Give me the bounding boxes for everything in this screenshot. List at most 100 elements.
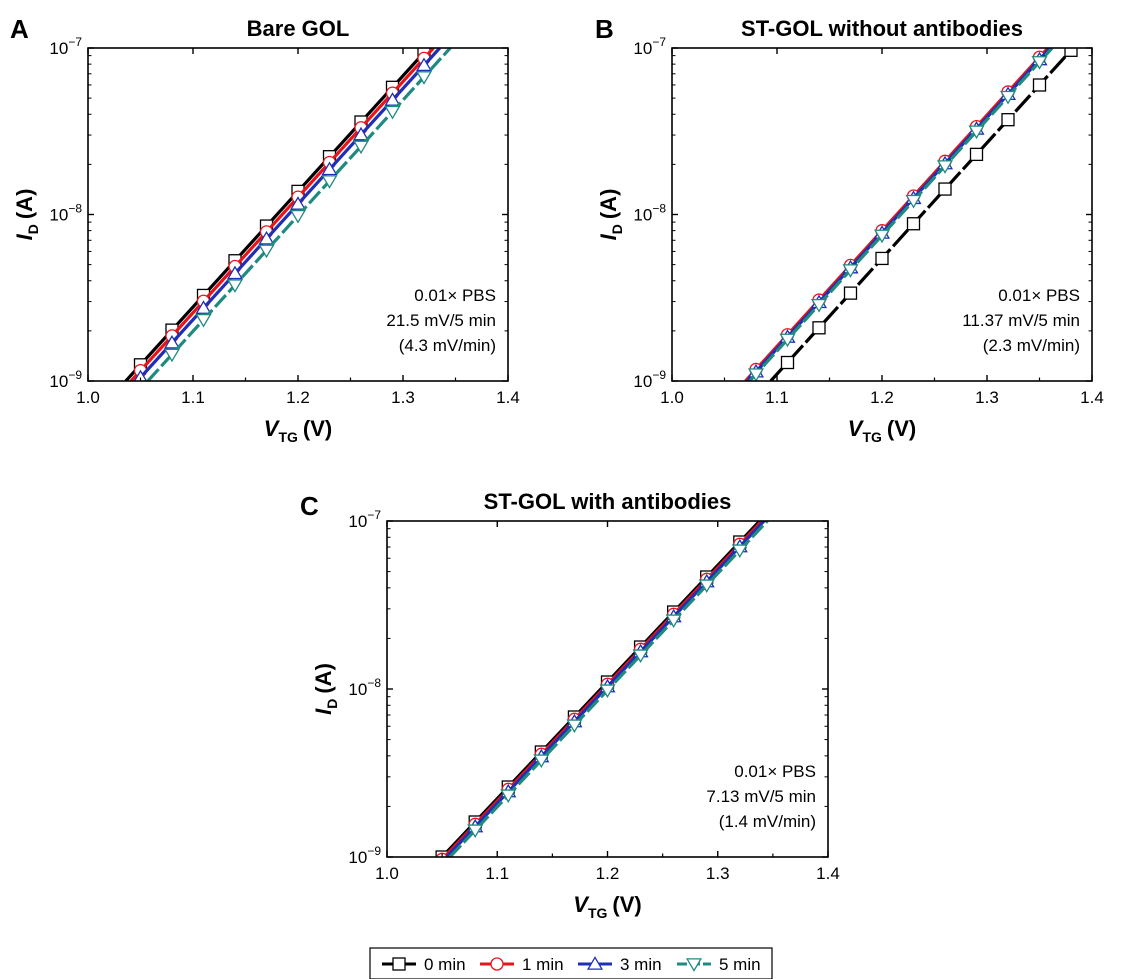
series-5-min xyxy=(448,521,769,857)
data-point xyxy=(968,125,985,140)
data-point xyxy=(1032,78,1047,92)
panel-c: C ST-GOL with antibodies 1.0 1.1 1.2 1.3 1.4 10… xyxy=(300,489,840,921)
data-point xyxy=(665,614,682,629)
data-point xyxy=(873,229,891,244)
y-axis-label-main: I xyxy=(311,708,336,715)
y-tick-base: 10 xyxy=(633,372,652,391)
y-tick-exponent: −7 xyxy=(68,35,82,49)
y-tick-base: 10 xyxy=(348,512,367,531)
annotation-line: (1.4 mV/min) xyxy=(719,812,816,831)
data-point xyxy=(779,333,796,348)
data-point xyxy=(415,71,433,85)
data-point xyxy=(731,544,748,559)
x-axis-label-sub: TG xyxy=(278,429,298,445)
x-tick-label: 1.0 xyxy=(375,864,399,883)
y-tick-exponent: −7 xyxy=(652,35,666,49)
data-point xyxy=(905,194,922,209)
data-point xyxy=(906,217,921,231)
x-axis-label: VTG (V) xyxy=(573,892,641,921)
legend-marker xyxy=(685,958,703,972)
data-point xyxy=(289,209,307,224)
x-tick-label: 1.4 xyxy=(496,388,520,407)
y-tick-exponent: −8 xyxy=(367,676,381,690)
y-tick-label: 10−8 xyxy=(49,202,82,225)
data-point xyxy=(384,105,401,120)
y-tick-label: 10−7 xyxy=(633,35,666,58)
y-tick-exponent: −8 xyxy=(68,202,82,216)
legend-label: 0 min xyxy=(424,955,466,974)
y-axis-label: ID (A) xyxy=(596,189,625,241)
x-tick-label: 1.1 xyxy=(485,864,509,883)
annotation-line: 21.5 mV/5 min xyxy=(386,311,496,330)
x-tick-label: 1.0 xyxy=(76,388,100,407)
data-point xyxy=(1001,113,1015,127)
data-point xyxy=(415,57,433,72)
x-tick-label: 1.4 xyxy=(1080,388,1104,407)
y-axis-label: ID (A) xyxy=(12,189,41,241)
x-tick-label: 1.1 xyxy=(181,388,205,407)
series-1-min xyxy=(129,48,435,381)
data-point xyxy=(632,649,649,664)
legend-marker xyxy=(392,957,406,971)
legend-item: 5 min xyxy=(677,955,761,974)
x-axis-label-sub: TG xyxy=(588,905,608,921)
data-point xyxy=(226,279,244,293)
series-line xyxy=(129,48,435,381)
data-point xyxy=(938,182,952,196)
x-axis-label-unit: (V) xyxy=(303,416,332,441)
data-point xyxy=(163,348,181,363)
y-tick-label: 10−8 xyxy=(633,202,666,225)
data-point xyxy=(195,300,212,314)
data-point xyxy=(133,369,148,381)
y-tick-base: 10 xyxy=(633,206,652,225)
plot-area xyxy=(435,521,769,857)
legend-label: 1 min xyxy=(522,955,564,974)
data-point xyxy=(500,789,517,804)
y-tick-base: 10 xyxy=(49,372,68,391)
x-tick-label: 1.2 xyxy=(596,864,620,883)
data-point xyxy=(812,321,826,335)
data-point xyxy=(467,824,484,839)
x-tick-label: 1.1 xyxy=(765,388,789,407)
legend-label: 3 min xyxy=(620,955,662,974)
legend-label: 5 min xyxy=(719,955,761,974)
series-line xyxy=(769,48,1075,381)
annotation-line: (4.3 mV/min) xyxy=(399,336,496,355)
data-point xyxy=(875,251,889,266)
data-point xyxy=(843,286,858,300)
series-3-min xyxy=(133,48,441,381)
y-tick-base: 10 xyxy=(49,206,68,225)
annotation-line: 0.01× PBS xyxy=(998,286,1080,305)
data-point xyxy=(810,298,828,313)
data-point xyxy=(258,244,275,259)
y-tick-label: 10−8 xyxy=(348,676,381,699)
series-5-min xyxy=(747,48,1054,381)
x-tick-label: 1.3 xyxy=(706,864,730,883)
data-point xyxy=(533,754,550,769)
y-axis-label-unit: (A) xyxy=(311,663,336,694)
data-point xyxy=(321,175,338,189)
data-point xyxy=(566,719,583,734)
y-axis-label-unit: (A) xyxy=(596,189,621,220)
legend-item: 1 min xyxy=(480,955,564,974)
series-0-min xyxy=(435,521,761,857)
y-axis-label-sub: D xyxy=(25,224,41,234)
series-line xyxy=(748,48,1054,381)
data-point xyxy=(747,368,765,381)
y-axis-label-unit: (A) xyxy=(12,189,37,220)
x-axis-label-main: V xyxy=(573,892,590,917)
data-point xyxy=(780,355,795,370)
y-tick-label: 10−9 xyxy=(49,368,82,391)
annotation-line: (2.3 mV/min) xyxy=(983,336,1080,355)
x-axis-label-unit: (V) xyxy=(612,892,641,917)
panel-letter: C xyxy=(300,491,319,521)
panel-title: Bare GOL xyxy=(247,16,350,41)
data-point xyxy=(352,126,370,141)
y-tick-label: 10−7 xyxy=(49,35,82,58)
x-tick-label: 1.4 xyxy=(816,864,840,883)
annotation-line: 7.13 mV/5 min xyxy=(706,787,816,806)
y-tick-base: 10 xyxy=(348,680,367,699)
x-tick-label: 1.2 xyxy=(286,388,310,407)
